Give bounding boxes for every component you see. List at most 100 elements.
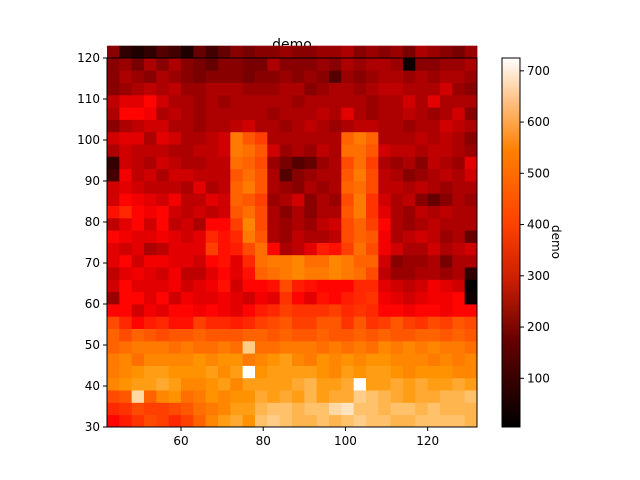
heatmap-cell	[292, 242, 305, 256]
heatmap-cell	[156, 402, 170, 416]
heatmap-cell	[452, 217, 466, 231]
heatmap-cell	[292, 340, 305, 354]
heatmap-cell	[218, 131, 231, 145]
heatmap-cell	[255, 340, 268, 354]
heatmap-cell	[292, 304, 305, 317]
heatmap-cell	[205, 328, 219, 342]
heatmap-cell	[378, 119, 392, 133]
heatmap-cell	[329, 365, 342, 379]
heatmap-cell	[378, 131, 392, 145]
heatmap-cell	[403, 156, 416, 170]
heatmap-cell	[427, 193, 441, 206]
heatmap-cell	[255, 390, 268, 403]
heatmap-cell	[341, 365, 355, 379]
heatmap-cell	[329, 304, 342, 317]
y-tick-label: 110	[77, 92, 100, 106]
heatmap-cell	[378, 205, 392, 219]
heatmap-cell	[390, 82, 404, 96]
heatmap-cell	[292, 328, 305, 342]
heatmap-cell	[440, 205, 453, 219]
heatmap-cell	[440, 340, 453, 354]
x-tick-label: 100	[334, 434, 357, 448]
heatmap-cell	[255, 205, 268, 219]
heatmap-cell	[292, 316, 305, 329]
heatmap-cell	[144, 242, 157, 256]
heatmap-cell	[181, 279, 194, 293]
heatmap-cell	[218, 156, 231, 170]
heatmap-cell	[341, 193, 355, 206]
heatmap-cell	[218, 193, 231, 206]
heatmap-cell	[316, 304, 330, 317]
heatmap-cell	[304, 365, 318, 379]
heatmap-cell	[366, 156, 379, 170]
heatmap-cell	[168, 304, 182, 317]
heatmap-cell	[279, 377, 293, 391]
heatmap-cell	[329, 94, 342, 108]
heatmap-cell	[205, 316, 219, 329]
heatmap-cell	[378, 291, 392, 305]
heatmap-cell	[193, 328, 207, 342]
heatmap-cell	[403, 402, 416, 416]
heatmap-cell	[156, 205, 170, 219]
heatmap-cell	[353, 353, 367, 366]
heatmap-cell	[403, 279, 416, 293]
heatmap-cell	[403, 181, 416, 194]
heatmap-cell	[415, 254, 429, 268]
heatmap-cell	[440, 291, 453, 305]
heatmap-cell	[131, 230, 145, 243]
heatmap-cell	[168, 340, 182, 354]
heatmap-cell	[415, 414, 429, 428]
heatmap-cell	[366, 291, 379, 305]
heatmap-cell	[452, 58, 466, 71]
heatmap-cell	[279, 291, 293, 305]
heatmap-cell	[156, 377, 170, 391]
heatmap-cell	[156, 168, 170, 182]
heatmap-cell	[316, 131, 330, 145]
heatmap-cell	[107, 414, 120, 428]
y-tick-label: 60	[85, 297, 100, 311]
heatmap-cell	[267, 58, 281, 71]
heatmap-cell	[156, 414, 170, 428]
heatmap-cell	[440, 94, 453, 108]
heatmap-cell	[427, 45, 441, 59]
heatmap-cell	[279, 168, 293, 182]
heatmap-cell	[230, 156, 244, 170]
heatmap-cell	[193, 402, 207, 416]
heatmap-cell	[255, 414, 268, 428]
heatmap-cell	[255, 45, 268, 59]
heatmap-cell	[403, 144, 416, 157]
heatmap-cell	[415, 94, 429, 108]
heatmap-cell	[366, 45, 379, 59]
heatmap-cell	[403, 291, 416, 305]
heatmap-cell	[131, 45, 145, 59]
heatmap-cell	[168, 353, 182, 366]
y-tick-label: 40	[85, 379, 100, 393]
colorbar	[501, 57, 521, 428]
heatmap-cell	[366, 70, 379, 83]
heatmap-cell	[452, 304, 466, 317]
heatmap-cell	[267, 414, 281, 428]
heatmap-cell	[316, 365, 330, 379]
heatmap-cell	[316, 353, 330, 366]
heatmap-cell	[181, 291, 194, 305]
heatmap-cell	[205, 205, 219, 219]
heatmap-cell	[415, 291, 429, 305]
heatmap-cell	[267, 119, 281, 133]
heatmap-cell	[267, 390, 281, 403]
heatmap-cell	[440, 414, 453, 428]
heatmap-cell	[193, 377, 207, 391]
heatmap-cell	[156, 242, 170, 256]
heatmap-cell	[131, 340, 145, 354]
heatmap-cell	[119, 181, 133, 194]
heatmap-cell	[292, 70, 305, 83]
heatmap-cell	[144, 230, 157, 243]
heatmap-cell	[415, 328, 429, 342]
heatmap-cell	[403, 168, 416, 182]
heatmap-cell	[464, 402, 478, 416]
heatmap-cell	[230, 131, 244, 145]
heatmap-cell	[353, 45, 367, 59]
heatmap-cell	[119, 119, 133, 133]
y-tick-label: 50	[85, 338, 100, 352]
heatmap-cell	[193, 58, 207, 71]
x-tick-label: 120	[416, 434, 439, 448]
